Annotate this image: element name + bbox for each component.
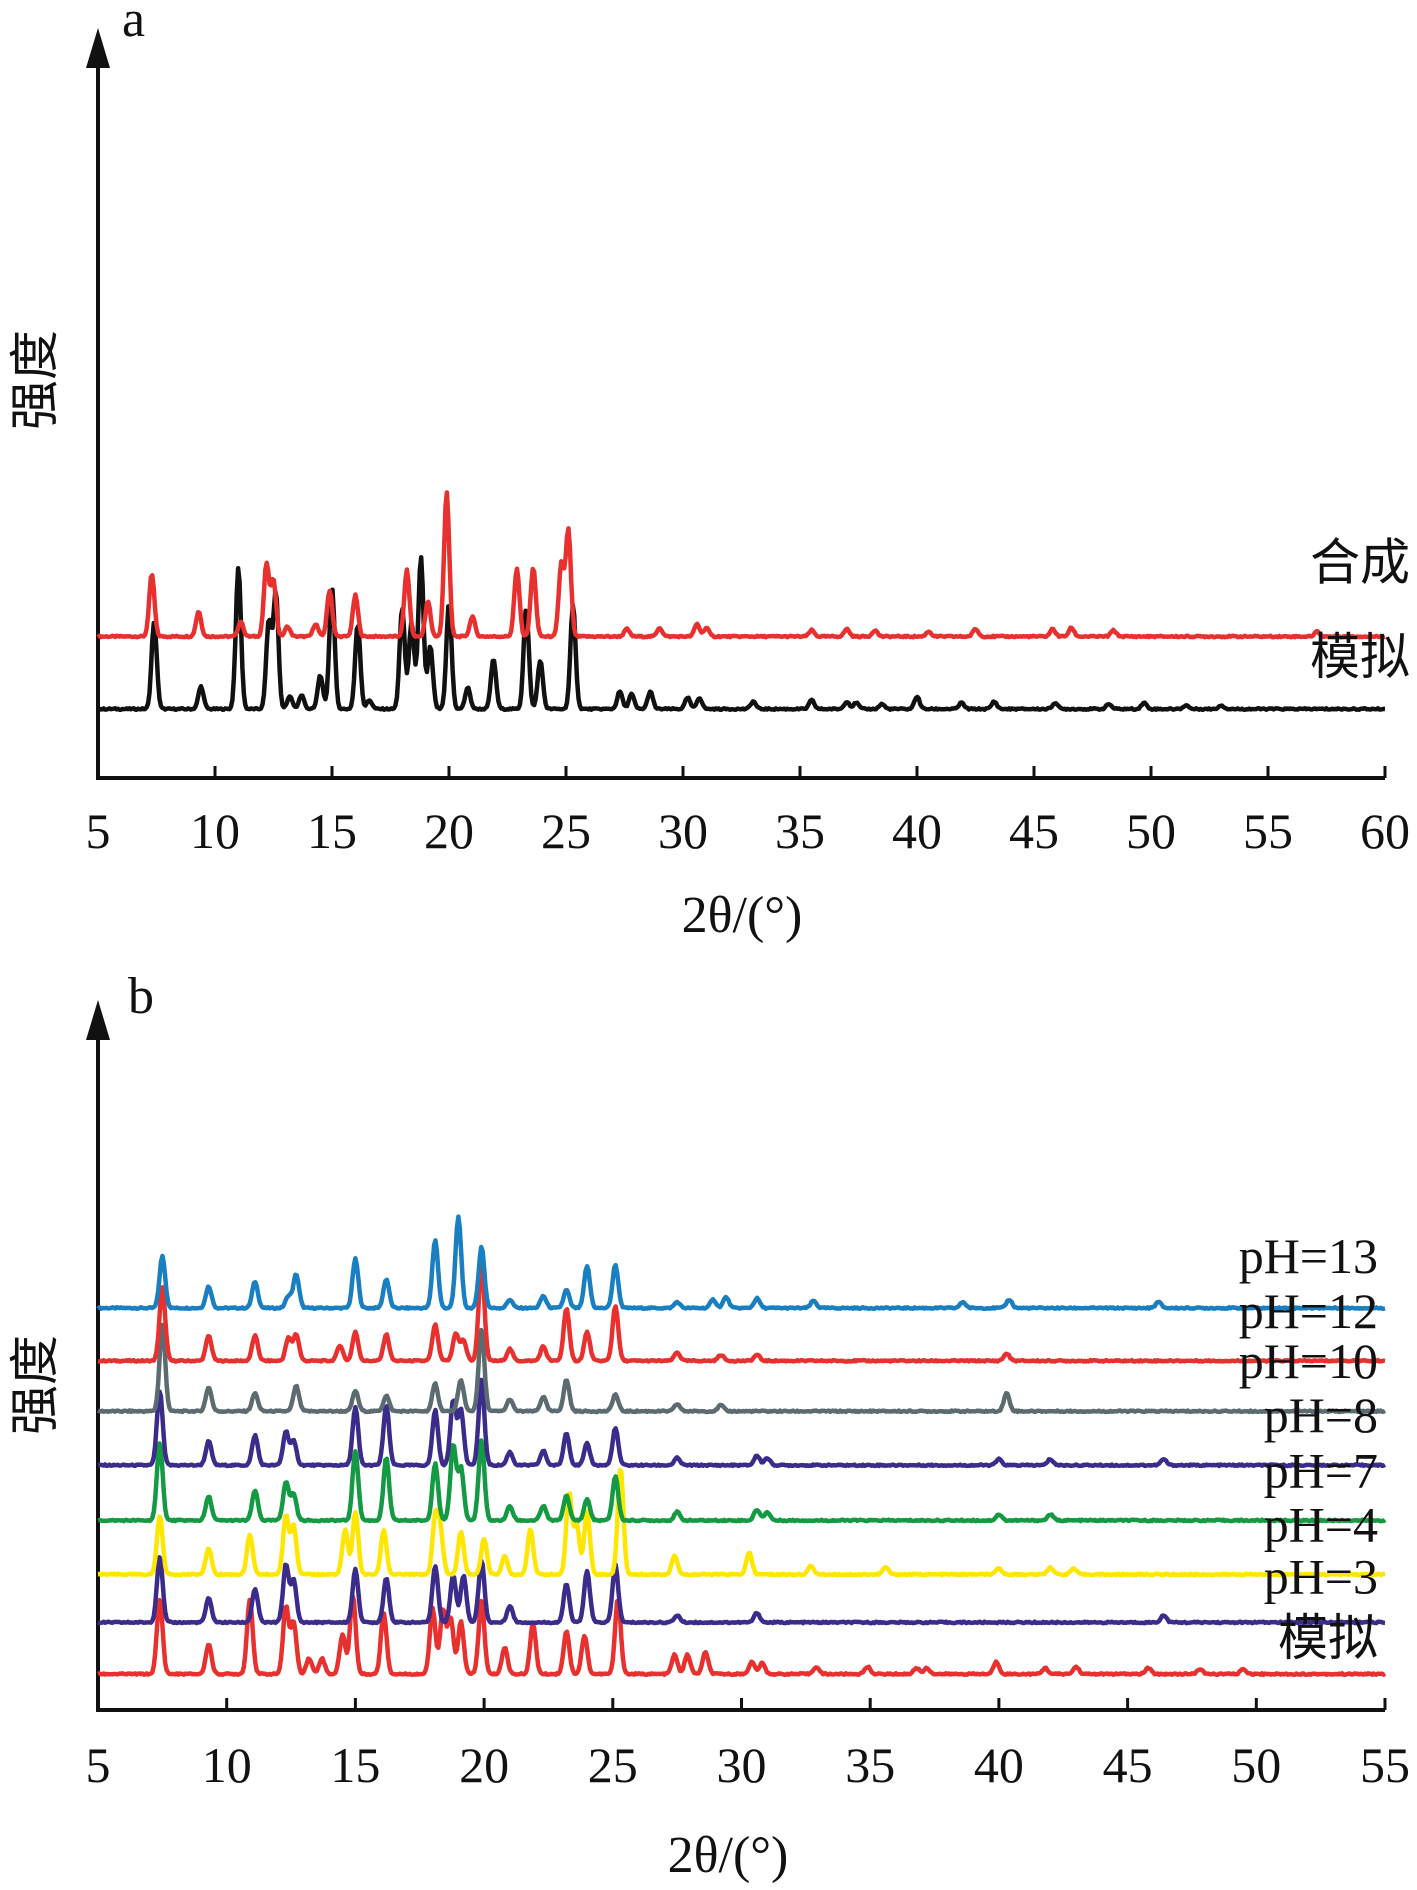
x-tick-labels: 5 10 15 20 25 30 35 40 45 50 55 60: [86, 766, 1410, 859]
legend-label-1: 模拟: [1310, 628, 1410, 686]
series-line-3: [97, 1377, 1387, 1469]
chart-panel-b: b 5 10 15 20 25 30 35 40 45 50 55 模拟pH=3pH=4pH=7pH…: [6, 968, 1410, 1884]
x-tick-label: 60: [1360, 803, 1410, 859]
y-axis-arrow: [86, 28, 110, 68]
series-line-7: [97, 1593, 1387, 1678]
y-axis-arrow: [86, 1000, 110, 1040]
panel-label: a: [122, 0, 145, 48]
x-tick-label: 35: [775, 803, 825, 859]
x-tick-label: 25: [588, 1737, 638, 1793]
x-tick-label: 10: [202, 1737, 252, 1793]
legend-label-4: pH=7: [1264, 1442, 1378, 1498]
legend-label-0: pH=13: [1239, 1228, 1378, 1284]
x-tick-label: 20: [424, 803, 474, 859]
series-line-1: [97, 1262, 1386, 1364]
x-tick-labels: 5 10 15 20 25 30 35 40 45 50 55: [86, 1698, 1410, 1793]
x-tick-label: 55: [1360, 1737, 1410, 1793]
x-tick-label: 5: [86, 1737, 111, 1793]
x-tick-label: 50: [1126, 803, 1176, 859]
x-axis-label: 2θ/(°): [668, 1827, 789, 1884]
x-tick-label: 35: [845, 1737, 895, 1793]
y-axis-label: 强度: [6, 1335, 64, 1435]
x-tick-label: 45: [1103, 1737, 1153, 1793]
series-line-2: [97, 1322, 1387, 1415]
x-tick-label: 30: [717, 1737, 767, 1793]
axes: [86, 28, 1385, 780]
x-tick-label: 15: [307, 803, 357, 859]
x-tick-label: 15: [330, 1737, 380, 1793]
legend-label-6: pH=3: [1264, 1548, 1378, 1604]
chart-panel-a: a 5 10 15 20 25 30 35 40 45 50 55 60 模拟 合成 2θ/(°) 强度: [6, 0, 1410, 944]
legend-label-1: pH=12: [1239, 1283, 1378, 1339]
x-tick-label: 55: [1243, 803, 1293, 859]
x-tick-label: 10: [190, 803, 240, 859]
panel-label: b: [128, 968, 154, 1025]
series-layer: [96, 490, 1386, 712]
series-line-1: [97, 555, 1386, 712]
series-line-4: [97, 1438, 1387, 1524]
x-tick-label: 25: [541, 803, 591, 859]
x-tick-label: 40: [892, 803, 942, 859]
legend-label-3: pH=8: [1264, 1387, 1378, 1443]
legend-label-2: pH=10: [1239, 1333, 1378, 1389]
series-line-0: [96, 1214, 1386, 1312]
x-tick-label: 50: [1231, 1737, 1281, 1793]
series-layer: [96, 1214, 1387, 1678]
legend-label-7: 模拟: [1278, 1609, 1378, 1667]
x-tick-label: 40: [974, 1737, 1024, 1793]
legend-label-5: pH=4: [1264, 1496, 1378, 1552]
series-line-5: [97, 1467, 1386, 1578]
x-tick-label: 45: [1009, 803, 1059, 859]
series-line-6: [97, 1555, 1386, 1626]
legend-label-0: 合成: [1310, 534, 1410, 592]
x-axis-label: 2θ/(°): [682, 887, 803, 944]
x-tick-label: 5: [86, 803, 111, 859]
series-line-0: [96, 490, 1386, 640]
x-tick-label: 30: [658, 803, 708, 859]
y-axis-label: 强度: [6, 330, 64, 430]
x-tick-label: 20: [459, 1737, 509, 1793]
